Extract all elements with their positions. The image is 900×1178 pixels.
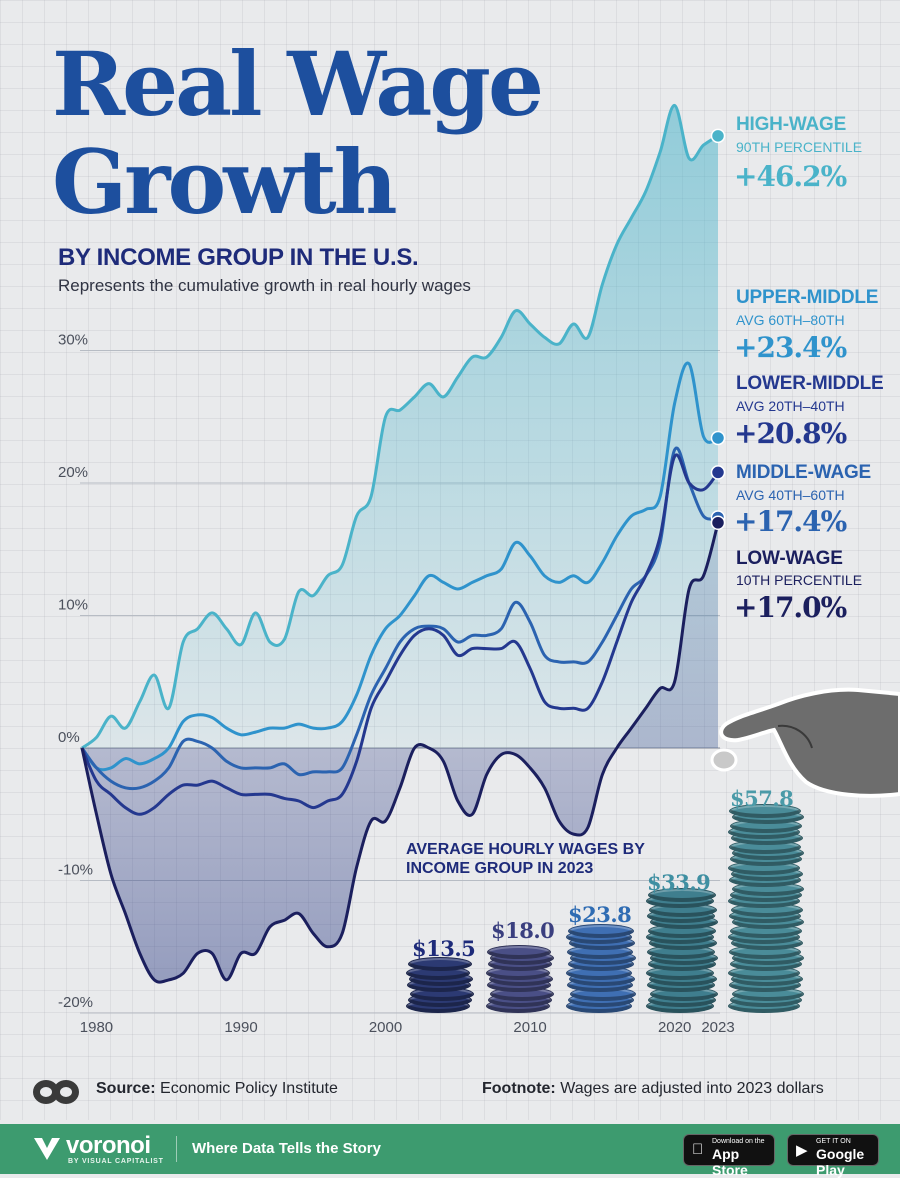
x-tick-label: 2010 [513,1019,546,1036]
series-label-lower-middle-sub: AVG 20TH–40TH [736,398,845,414]
y-tick-label: 30% [58,332,88,349]
coin [568,924,634,938]
series-label-high-sub: 90TH PERCENTILE [736,139,863,155]
voronoi-logo-icon [34,1138,60,1160]
bar-label-high: $57.8 [730,786,794,811]
series-endpoint-lower-middle [710,465,726,480]
google-play-label: Google Play [816,1146,865,1178]
bar-label-middle: $23.8 [568,902,632,927]
x-tick-label: 2023 [701,1019,734,1036]
y-tick-label: 20% [58,464,88,481]
coin [648,888,716,902]
brand-name: voronoi [66,1132,151,1159]
google-play-small: GET IT ON [816,1138,851,1145]
series-label-middle-sub: AVG 40TH–60TH [736,487,845,503]
bar-label-low: $13.5 [412,936,476,961]
x-tick-label: 2020 [658,1019,691,1036]
series-label-lower-middle-value: +20.8% [734,417,847,450]
source: Source: Economic Policy Institute [96,1080,338,1098]
title-line-2: Growth [52,130,398,234]
hand-illustration [710,687,900,798]
coin-stack-bar [566,924,636,1013]
app-store-label: App Store [712,1146,748,1178]
series-endpoint-high [710,128,726,144]
source-label: Source: [96,1080,156,1097]
apple-icon:  [692,1141,703,1158]
brand-sub: BY VISUAL CAPITALIST [68,1158,164,1165]
series-label-middle-name: MIDDLE-WAGE [736,462,872,483]
y-tick-label: 10% [58,597,88,614]
description: Represents the cumulative growth in real… [58,276,471,295]
series-line-low [80,522,720,984]
y-tick-label: -10% [58,862,93,879]
play-icon: ▶ [796,1142,808,1159]
series-label-high-name: HIGH-WAGE [736,114,847,135]
coin [729,804,801,818]
line-chart: 30% 20% 10% 0% -10% -20% 1980 1990 2000 2010 2020… [58,103,735,1036]
coin-stack-bar [486,945,554,1013]
footer-info: Source: Economic Policy Institute Footno… [0,1062,900,1116]
title-line-1: Real Wage [52,32,544,136]
y-tick-label: -20% [58,994,93,1011]
x-tick-label: 2000 [369,1019,402,1036]
tagline: Where Data Tells the Story [192,1140,381,1157]
subtitle: BY INCOME GROUP IN THE U.S. [58,244,419,271]
inset-title: AVERAGE HOURLY WAGES BY INCOME GROUP IN … [406,841,645,877]
footnote-label: Footnote: [482,1080,556,1097]
coin-stack-bar [728,804,804,1013]
coin-stack-bar [406,957,474,1013]
area-low [82,522,718,983]
bar-label-lower-middle: $18.0 [491,918,555,943]
series-line-lower-middle [80,453,720,816]
series-label-upper-middle-value: +23.4% [734,331,847,364]
series-label-upper-middle-sub: AVG 60TH–80TH [736,312,845,328]
series-label-upper-middle-name: UPPER-MIDDLE [736,287,879,308]
x-tick-label: 1990 [224,1019,257,1036]
y-tick-label: 0% [58,729,80,746]
bar-label-upper-middle: $33.9 [647,870,711,895]
coin [487,945,551,959]
x-tick-label: 1980 [80,1019,113,1036]
brand-bar: voronoi BY VISUAL CAPITALIST Where Data … [0,1124,900,1178]
footnote-text: Wages are adjusted into 2023 dollars [560,1080,824,1097]
google-play-button[interactable]: ▶ GET IT ON Google Play [787,1134,879,1178]
coin-stack-bar [646,888,718,1013]
app-store-small: Download on the [712,1138,765,1145]
series-endpoint-upper-middle [710,430,726,446]
area-high [82,105,718,749]
series-label-high-value: +46.2% [734,160,847,193]
source-text: Economic Policy Institute [160,1080,338,1097]
series-line-middle [80,446,719,791]
series-label-low-sub: 10TH PERCENTILE [736,572,863,588]
series-line-upper-middle [80,361,719,772]
series-label-middle-value: +17.4% [734,505,847,538]
series-label-lower-middle-name: LOWER-MIDDLE [736,373,884,394]
source-logo-icon [33,1080,79,1104]
series-label-low-name: LOW-WAGE [736,548,843,569]
series-endpoint-low [710,515,726,530]
series-line-high [81,103,719,750]
footnote: Footnote: Wages are adjusted into 2023 d… [482,1080,824,1098]
app-store-button[interactable]:  Download on the App Store [683,1134,775,1178]
divider [176,1136,177,1162]
coin [408,957,472,971]
series-label-low-value: +17.0% [734,591,847,624]
